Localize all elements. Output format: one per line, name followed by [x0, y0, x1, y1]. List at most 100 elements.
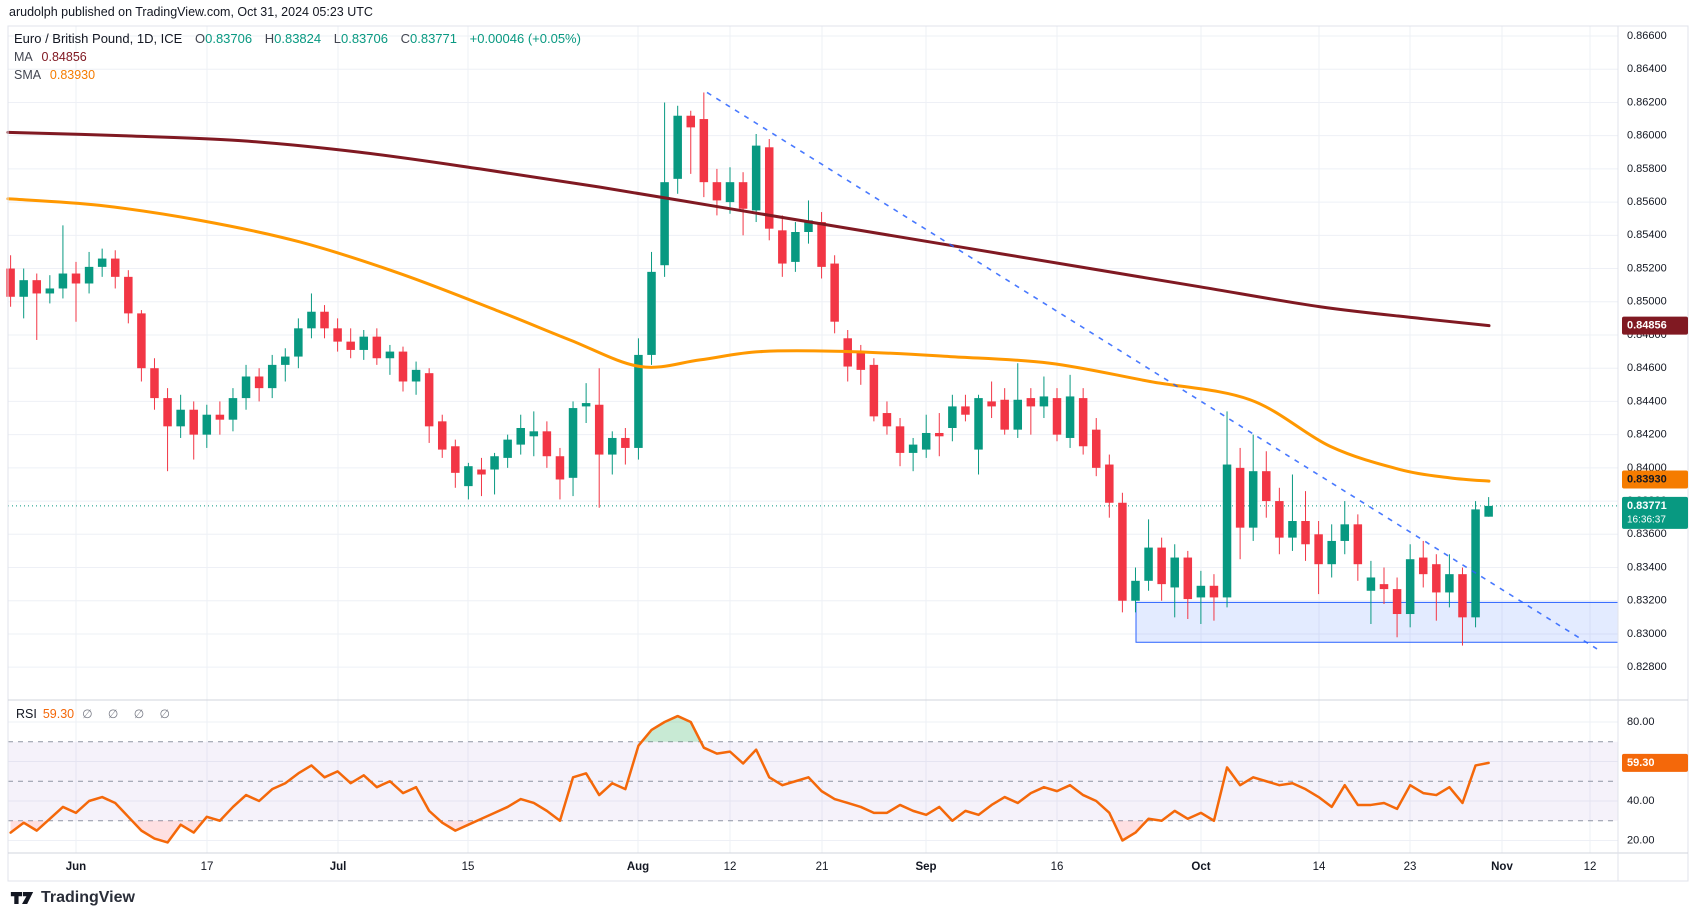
candle-up	[281, 356, 290, 365]
candle-down	[1314, 534, 1323, 565]
candle-up	[647, 271, 656, 355]
candle-up	[1340, 524, 1350, 541]
candle-up	[294, 328, 303, 357]
candle-up	[608, 437, 617, 455]
candle-up	[660, 182, 669, 266]
svg-text:0.85800: 0.85800	[1627, 163, 1667, 175]
svg-text:12: 12	[724, 861, 737, 873]
rsi-value-badge: 59.30	[1622, 753, 1688, 772]
candle-down	[150, 368, 159, 399]
candle-up	[1327, 540, 1336, 565]
candle-up	[1144, 547, 1153, 581]
svg-text:0.84400: 0.84400	[1627, 395, 1667, 407]
candle-down	[594, 404, 604, 455]
close-value: C0.83771	[400, 31, 457, 46]
candle-down	[1392, 589, 1402, 615]
price-axis[interactable]	[1618, 26, 1688, 853]
grid-lines	[8, 26, 1618, 853]
candle-up	[1065, 396, 1075, 438]
candle-down	[542, 431, 552, 457]
svg-text:40.00: 40.00	[1627, 795, 1655, 807]
rsi-legend-row[interactable]: RSI 59.30 ∅ ∅ ∅ ∅	[16, 707, 176, 721]
candle-up	[673, 115, 682, 179]
rsi-overbought-fill	[641, 716, 701, 742]
svg-text:21: 21	[816, 861, 829, 873]
symbol-title[interactable]: Euro / British Pound, 1D, ICE	[14, 31, 183, 46]
svg-text:0.83200: 0.83200	[1627, 595, 1667, 607]
svg-text:0.84856: 0.84856	[1627, 320, 1667, 332]
candle-down	[215, 414, 225, 420]
symbol-row[interactable]: Euro / British Pound, 1D, ICE O0.83706 H…	[14, 30, 581, 48]
candle-up	[1471, 509, 1480, 618]
candle-up	[307, 311, 316, 329]
time-axis-labels: Jun 17 Jul 15 Aug 12 21 Sep 16 Oct 14 23 Nov 12	[66, 861, 1597, 873]
candle-up	[634, 354, 643, 448]
candle-up	[385, 351, 395, 359]
candle-down	[778, 230, 787, 264]
candlesticks	[6, 92, 1493, 646]
high-value: H0.83824	[264, 31, 322, 46]
svg-text:0.85400: 0.85400	[1627, 229, 1667, 241]
candle-down	[320, 311, 329, 329]
candle-down	[1418, 557, 1428, 575]
ma-legend-row[interactable]: MA 0.84856	[14, 48, 581, 66]
sma-line[interactable]	[6, 197, 1491, 483]
sma-legend-row[interactable]: SMA 0.83930	[14, 66, 581, 84]
candle-up	[411, 369, 421, 382]
ma-price-badge: 0.84856	[1622, 316, 1688, 335]
candle-down	[1118, 502, 1127, 601]
candle-down	[1275, 501, 1284, 538]
candle-down	[437, 421, 447, 450]
candle-up	[804, 220, 813, 232]
candle-up	[791, 231, 800, 262]
ma-value: 0.84856	[41, 50, 87, 64]
candle-down	[1353, 524, 1363, 565]
svg-text:15: 15	[462, 861, 475, 873]
last-price-badge: 0.83771 16:36:37	[1622, 496, 1688, 529]
candle-down	[1000, 399, 1009, 430]
candle-down	[424, 373, 434, 427]
tradingview-logo[interactable]: TradingView	[10, 889, 135, 907]
support-zone[interactable]	[1135, 601, 1619, 643]
candle-up	[1170, 557, 1179, 588]
chart-legend: Euro / British Pound, 1D, ICE O0.83706 H…	[14, 30, 581, 84]
tradingview-logo-icon	[10, 890, 34, 906]
candle-down	[372, 336, 382, 359]
candle-down	[686, 115, 696, 128]
candle-up	[503, 439, 512, 458]
candle-down	[987, 401, 996, 407]
pane-frame	[7, 25, 1689, 882]
rsi-fills	[10, 716, 1147, 843]
candle-up	[1405, 559, 1415, 615]
candle-up	[97, 258, 107, 267]
candle-down	[621, 437, 630, 448]
candle-down	[935, 432, 944, 437]
candle-up	[1039, 396, 1049, 407]
candle-down	[137, 313, 146, 369]
candle-up	[581, 403, 591, 407]
svg-text:16:36:37: 16:36:37	[1627, 515, 1666, 526]
rsi-oversold-fill	[1113, 820, 1147, 841]
time-axis[interactable]	[8, 853, 1618, 881]
svg-text:Aug: Aug	[627, 861, 649, 873]
svg-text:Jul: Jul	[330, 861, 347, 873]
rsi-line[interactable]	[9, 714, 1490, 844]
attribution-text: arudolph published on TradingView.com, O…	[9, 5, 373, 19]
rsi-oversold-fill	[10, 820, 48, 833]
svg-text:0.85000: 0.85000	[1627, 296, 1667, 308]
svg-text:Nov: Nov	[1491, 861, 1513, 873]
rsi-oversold-fill	[132, 820, 204, 843]
candle-up	[464, 466, 473, 487]
candle-up	[19, 280, 28, 297]
svg-text:0.85200: 0.85200	[1627, 262, 1667, 274]
candle-down	[71, 273, 81, 284]
candle-down	[1262, 471, 1271, 502]
candle-up	[228, 398, 238, 420]
candle-down	[1209, 585, 1219, 598]
open-value: O0.83706	[194, 31, 253, 46]
candle-up	[84, 266, 94, 284]
svg-text:14: 14	[1313, 861, 1326, 873]
ma-line[interactable]	[6, 130, 1491, 328]
